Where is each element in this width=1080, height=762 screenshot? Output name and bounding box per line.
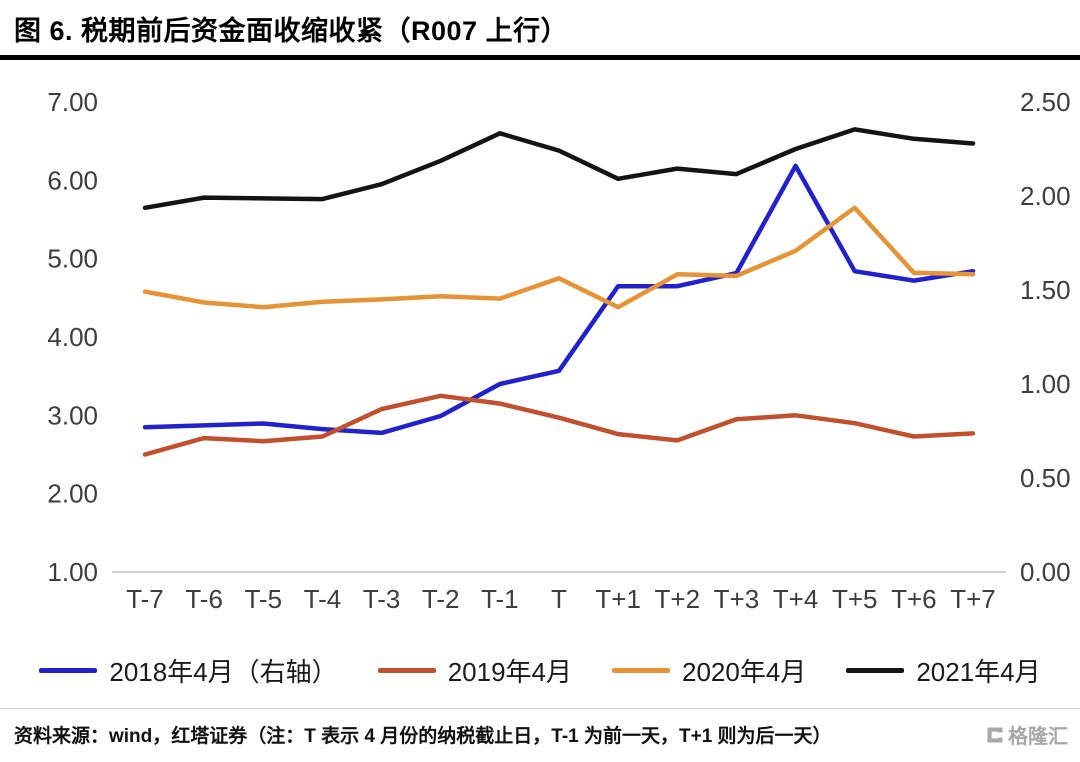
chart-area: 7.00 6.00 5.00 4.00 3.00 2.00 1.00 2.50 2.00 1.50… [0, 60, 1080, 640]
legend-item-2018-apr: 2018年4月（右轴） [39, 652, 338, 689]
figure-title-bar: 图 6. 税期前后资金面收缩收紧（R007 上行） [0, 0, 1080, 60]
y-axis-tick-right: 1.00 [1020, 369, 1071, 399]
legend-label: 2019年4月 [447, 657, 572, 687]
series-line-2018-apr [142, 163, 976, 436]
x-axis-tick: T+2 [655, 584, 701, 614]
y-axis-tick-right: 1.50 [1020, 275, 1071, 305]
x-axis-tick: T+1 [595, 584, 641, 614]
y-axis-tick-left: 4.00 [47, 322, 98, 352]
legend-swatch-2018-apr [39, 668, 98, 673]
x-axis-tick: T+3 [714, 584, 760, 614]
y-axis-tick-left: 7.00 [47, 87, 98, 117]
y-axis-tick-left: 3.00 [47, 400, 98, 430]
y-axis-tick-left: 2.00 [47, 479, 98, 509]
legend-item-2020-apr: 2020年4月 [612, 652, 806, 689]
legend-label: 2018年4月（右轴） [109, 657, 338, 687]
y-axis-tick-right: 2.50 [1020, 87, 1071, 117]
gelonghui-logo-text: 格隆汇 [1008, 726, 1068, 748]
series-line-2021-apr [142, 127, 976, 211]
x-axis-tick: T-5 [244, 584, 282, 614]
legend-swatch-2020-apr [612, 668, 670, 673]
x-axis-tick: T [551, 584, 567, 614]
x-axis-tick: T-1 [481, 584, 519, 614]
figure-title: 图 6. 税期前后资金面收缩收紧（R007 上行） [14, 16, 569, 46]
x-axis-tick: T-7 [126, 584, 164, 614]
x-axis-tick: T+5 [832, 584, 878, 614]
x-axis-tick: T+4 [773, 584, 819, 614]
legend-swatch-2021-apr [846, 668, 905, 673]
legend-label: 2020年4月 [682, 657, 807, 687]
legend-item-2021-apr: 2021年4月 [846, 652, 1041, 689]
source-note: 资料来源：wind，红塔证券（注：T 表示 4 月份的纳税截止日，T-1 为前一… [14, 726, 832, 747]
y-axis-tick-left: 5.00 [47, 244, 98, 274]
y-axis-tick-right: 0.00 [1020, 557, 1071, 587]
y-axis-tick-right: 0.50 [1020, 463, 1071, 493]
source-note-bar: 资料来源：wind，红塔证券（注：T 表示 4 月份的纳税截止日，T-1 为前一… [0, 708, 1080, 762]
y-axis-tick-right: 2.00 [1020, 181, 1071, 211]
gelonghui-logo-icon [987, 727, 1003, 742]
y-axis-tick-left: 1.00 [47, 557, 98, 587]
gelonghui-logo: 格隆汇 [985, 720, 1068, 749]
x-axis-tick: T-3 [363, 584, 401, 614]
x-axis-tick: T-6 [185, 584, 223, 614]
legend-item-2019-apr: 2019年4月 [377, 652, 572, 689]
x-axis-tick: T+7 [950, 584, 996, 614]
legend-swatch-2019-apr [377, 668, 436, 673]
series-line-2019-apr [142, 393, 976, 457]
x-axis-tick: T-2 [422, 584, 460, 614]
x-axis-tick: T+6 [891, 584, 937, 614]
line-chart: 7.00 6.00 5.00 4.00 3.00 2.00 1.00 2.50 2.00 1.50… [47, 87, 1071, 614]
series-line-2020-apr [142, 205, 976, 310]
chart-legend: 2018年4月（右轴） 2019年4月 2020年4月 2021年4月 [0, 640, 1080, 693]
x-axis-tick: T-4 [304, 584, 342, 614]
y-axis-tick-left: 6.00 [47, 165, 98, 195]
legend-label: 2021年4月 [916, 657, 1041, 687]
